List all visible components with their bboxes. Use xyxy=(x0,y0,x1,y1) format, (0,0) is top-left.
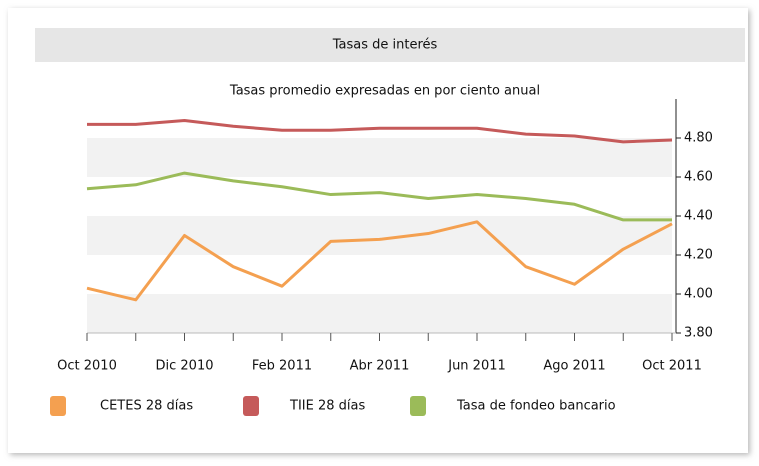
legend-swatch xyxy=(50,396,66,416)
x-tick-label: Abr 2011 xyxy=(350,359,410,374)
series-line xyxy=(86,171,672,222)
y-tick-label: 4.60 xyxy=(684,170,713,185)
x-tick-label: Feb 2011 xyxy=(252,359,312,374)
x-tick-label: Oct 2010 xyxy=(57,359,117,374)
y-tick-label: 4.40 xyxy=(684,209,713,224)
band xyxy=(87,138,672,177)
legend-swatch xyxy=(410,396,426,416)
series-line xyxy=(87,118,673,144)
legend-label: CETES 28 días xyxy=(100,399,193,414)
chart-subtitle: Tasas promedio expresadas en por ciento … xyxy=(229,84,540,99)
band xyxy=(87,294,672,333)
y-tick-label: 4.80 xyxy=(684,131,713,146)
x-tick-label: Oct 2011 xyxy=(642,359,702,374)
x-tick-label: Jun 2011 xyxy=(447,359,506,374)
x-tick-label: Ago 2011 xyxy=(543,359,605,374)
x-tick-label: Dic 2010 xyxy=(156,359,214,374)
legend-label: TIIE 28 días xyxy=(289,399,365,414)
chart-title: Tasas de interés xyxy=(332,38,438,53)
legend-label: Tasa de fondeo bancario xyxy=(456,399,616,414)
series-line xyxy=(86,220,673,302)
y-tick-label: 4.20 xyxy=(684,248,713,263)
header-bar xyxy=(35,28,745,62)
legend-swatch xyxy=(243,396,259,416)
y-tick-label: 4.00 xyxy=(684,287,713,302)
y-tick-label: 3.80 xyxy=(684,326,713,341)
